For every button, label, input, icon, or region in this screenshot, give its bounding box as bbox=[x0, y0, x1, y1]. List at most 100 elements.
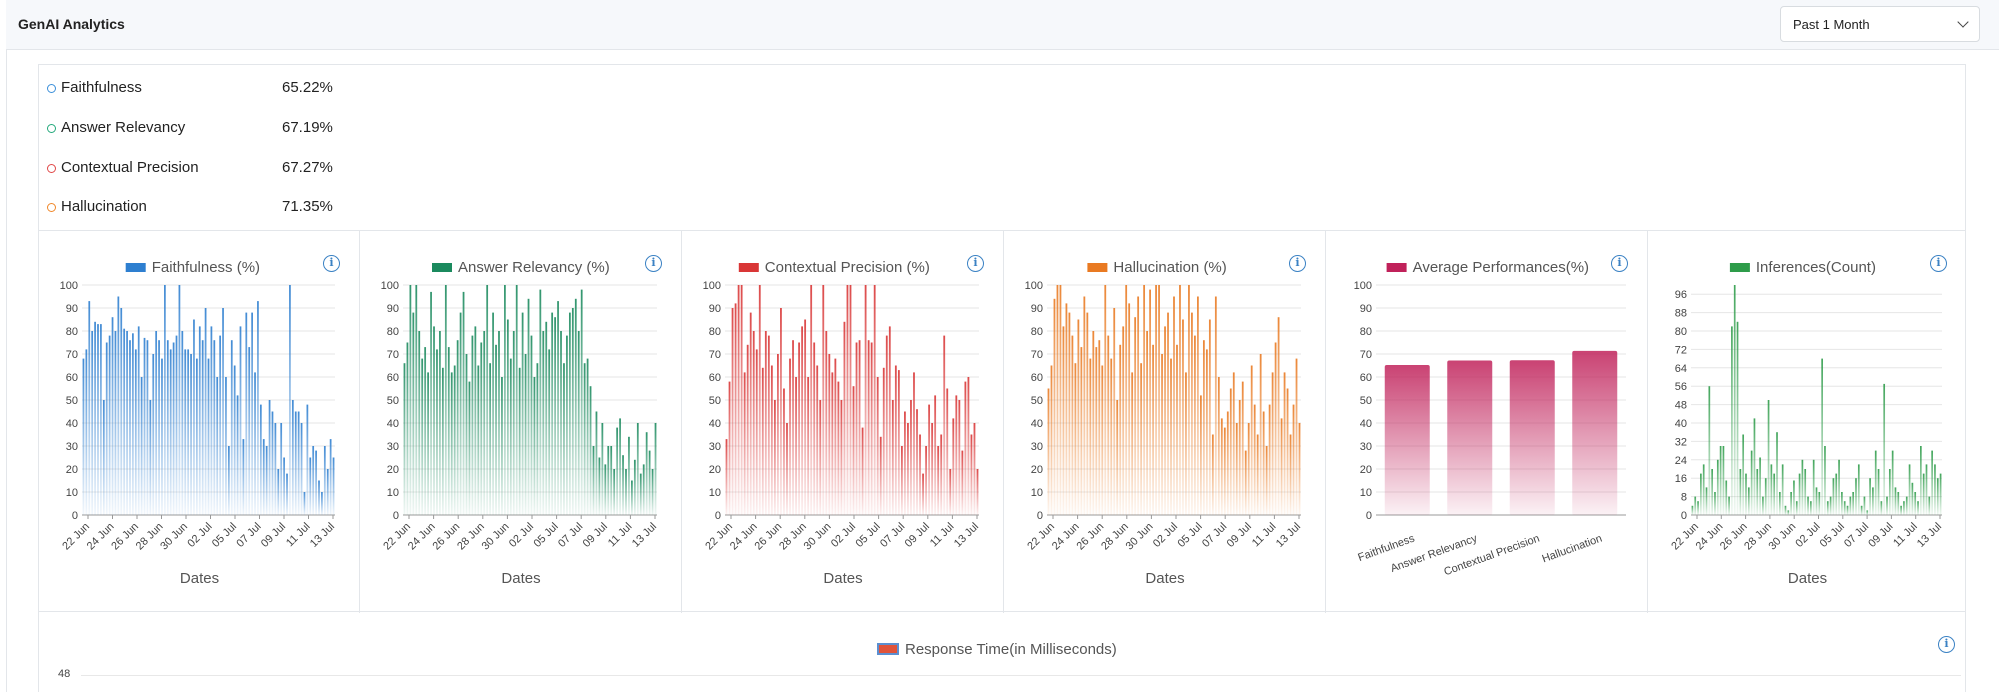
chart-bar[interactable] bbox=[527, 298, 530, 515]
chart-bar[interactable] bbox=[453, 365, 456, 516]
chart-bar[interactable] bbox=[1053, 298, 1056, 515]
chart-bar[interactable] bbox=[843, 321, 846, 515]
chart-bar[interactable] bbox=[474, 326, 477, 515]
chart-bar[interactable] bbox=[201, 340, 204, 515]
chart-bar[interactable] bbox=[412, 312, 415, 515]
chart-bar[interactable] bbox=[1095, 347, 1098, 515]
chart-bar[interactable] bbox=[949, 469, 952, 515]
chart-bar[interactable] bbox=[598, 457, 601, 516]
chart-bar[interactable] bbox=[1205, 349, 1208, 515]
chart-bar[interactable] bbox=[767, 335, 770, 515]
chart-bar[interactable] bbox=[792, 340, 794, 515]
chart-bar[interactable] bbox=[1818, 492, 1821, 515]
chart-bar[interactable] bbox=[1852, 492, 1855, 515]
chart-bar[interactable] bbox=[1714, 492, 1716, 515]
chart-bar[interactable] bbox=[274, 423, 277, 515]
chart-bar[interactable] bbox=[1292, 404, 1295, 515]
chart-bar[interactable] bbox=[248, 347, 251, 515]
chart-bar[interactable] bbox=[291, 400, 294, 515]
chart-bar[interactable] bbox=[870, 342, 873, 516]
chart-bar[interactable] bbox=[321, 492, 323, 515]
chart-bar[interactable] bbox=[755, 349, 758, 515]
chart-bar[interactable] bbox=[1781, 464, 1784, 515]
chart-bar[interactable] bbox=[746, 344, 749, 515]
chart-bar[interactable] bbox=[545, 321, 548, 515]
chart-bar[interactable] bbox=[1068, 312, 1071, 515]
chart-bar[interactable] bbox=[1295, 358, 1298, 515]
chart-bar[interactable] bbox=[450, 372, 453, 515]
chart-bar[interactable] bbox=[1509, 360, 1555, 515]
chart-bar[interactable] bbox=[1220, 418, 1223, 515]
chart-bar[interactable] bbox=[1843, 501, 1846, 515]
chart-bar[interactable] bbox=[913, 372, 915, 515]
chart-bar[interactable] bbox=[551, 312, 554, 515]
chart-bar[interactable] bbox=[172, 342, 175, 516]
legend-label[interactable]: Hallucination (%) bbox=[1113, 259, 1226, 276]
info-icon[interactable]: i bbox=[1289, 255, 1306, 272]
chart-bar[interactable] bbox=[447, 347, 450, 515]
chart-bar[interactable] bbox=[1050, 365, 1053, 516]
chart-bar[interactable] bbox=[583, 363, 586, 515]
chart-bar[interactable] bbox=[1934, 464, 1936, 515]
chart-bar[interactable] bbox=[786, 423, 788, 515]
chart-bar[interactable] bbox=[257, 301, 259, 515]
chart-bar[interactable] bbox=[828, 354, 831, 515]
chart-bar[interactable] bbox=[897, 370, 900, 515]
chart-bar[interactable] bbox=[1194, 335, 1196, 515]
chart-bar[interactable] bbox=[504, 285, 506, 515]
chart-bar[interactable] bbox=[589, 386, 592, 515]
chart-bar[interactable] bbox=[651, 469, 654, 515]
chart-bar[interactable] bbox=[262, 439, 265, 515]
chart-bar[interactable] bbox=[1762, 496, 1764, 515]
chart-bar[interactable] bbox=[1894, 487, 1897, 515]
chart-bar[interactable] bbox=[1447, 360, 1493, 515]
chart-bar[interactable] bbox=[1793, 480, 1795, 516]
chart-bar[interactable] bbox=[560, 331, 562, 515]
chart-bar[interactable] bbox=[518, 367, 521, 515]
chart-bar[interactable] bbox=[114, 331, 117, 515]
chart-bar[interactable] bbox=[436, 349, 438, 515]
chart-bar[interactable] bbox=[309, 457, 312, 516]
chart-bar[interactable] bbox=[819, 400, 822, 515]
chart-bar[interactable] bbox=[628, 436, 630, 515]
chart-bar[interactable] bbox=[1271, 372, 1274, 515]
chart-bar[interactable] bbox=[910, 400, 912, 515]
chart-bar[interactable] bbox=[946, 388, 949, 516]
chart-bar[interactable] bbox=[1866, 510, 1869, 515]
info-icon[interactable]: i bbox=[323, 255, 340, 272]
chart-bar[interactable] bbox=[894, 365, 897, 516]
date-range-select[interactable]: Past 1 Month bbox=[1780, 6, 1980, 42]
chart-bar[interactable] bbox=[495, 344, 497, 515]
chart-bar[interactable] bbox=[861, 427, 864, 515]
chart-bar[interactable] bbox=[795, 377, 797, 515]
chart-bar[interactable] bbox=[1790, 492, 1792, 515]
chart-bar[interactable] bbox=[152, 354, 155, 515]
chart-bar[interactable] bbox=[1170, 358, 1172, 515]
chart-bar[interactable] bbox=[88, 301, 91, 515]
chart-bar[interactable] bbox=[1289, 434, 1292, 516]
chart-bar[interactable] bbox=[1298, 423, 1301, 515]
chart-bar[interactable] bbox=[1832, 478, 1835, 515]
chart-bar[interactable] bbox=[885, 335, 888, 515]
chart-bar[interactable] bbox=[332, 457, 335, 516]
chart-bar[interactable] bbox=[1161, 354, 1163, 515]
chart-bar[interactable] bbox=[242, 439, 245, 515]
chart-bar[interactable] bbox=[952, 418, 955, 515]
chart-bar[interactable] bbox=[1146, 331, 1149, 515]
chart-bar[interactable] bbox=[1891, 450, 1894, 515]
info-icon[interactable]: i bbox=[645, 255, 662, 272]
chart-bar[interactable] bbox=[1250, 365, 1253, 516]
chart-bar[interactable] bbox=[1143, 285, 1146, 515]
chart-bar[interactable] bbox=[1708, 386, 1711, 515]
chart-bar[interactable] bbox=[1229, 388, 1232, 516]
chart-bar[interactable] bbox=[1764, 478, 1767, 515]
chart-bar[interactable] bbox=[888, 326, 891, 515]
chart-bar[interactable] bbox=[1256, 434, 1259, 516]
chart-bar[interactable] bbox=[512, 331, 515, 515]
chart-bar[interactable] bbox=[622, 455, 624, 515]
chart-bar[interactable] bbox=[1047, 388, 1050, 516]
chart-bar[interactable] bbox=[1128, 303, 1131, 515]
chart-bar[interactable] bbox=[1914, 492, 1917, 515]
chart-bar[interactable] bbox=[129, 340, 131, 515]
chart-bar[interactable] bbox=[515, 285, 518, 515]
